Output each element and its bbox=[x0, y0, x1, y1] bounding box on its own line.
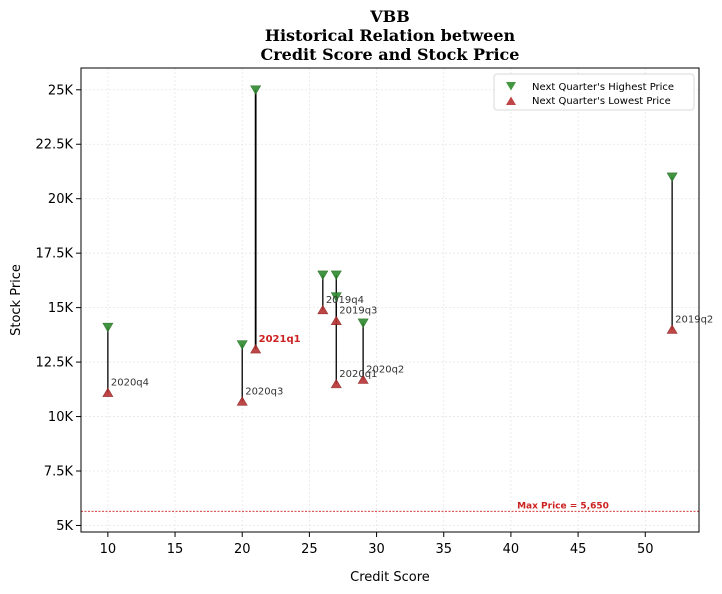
x-tick-label: 45 bbox=[570, 542, 587, 557]
x-axis-ticks: 10 15 20 25 30 35 40 45 50 bbox=[100, 532, 654, 557]
x-tick-label: 35 bbox=[435, 542, 452, 557]
x-tick-label: 15 bbox=[167, 542, 184, 557]
x-tick-label: 40 bbox=[503, 542, 520, 557]
point-label: 2020q1 bbox=[339, 369, 377, 380]
legend-box bbox=[493, 73, 695, 111]
point-label: 2020q2 bbox=[366, 365, 404, 376]
y-tick-label: 7.5K bbox=[44, 465, 74, 480]
point-label: 2019q3 bbox=[339, 306, 377, 317]
x-tick-label: 30 bbox=[368, 542, 385, 557]
x-tick-label: 10 bbox=[100, 542, 117, 557]
chart-title-line: Credit Score and Stock Price bbox=[261, 45, 520, 64]
x-tick-label: 25 bbox=[301, 542, 318, 557]
point-label: 2020q4 bbox=[111, 378, 149, 389]
low-marker bbox=[666, 324, 678, 334]
high-marker bbox=[330, 270, 342, 281]
max-price-line: Max Price = 5,650 bbox=[81, 501, 699, 512]
chart-title-line: Historical Relation between bbox=[265, 26, 516, 45]
low-marker bbox=[236, 396, 248, 406]
high-marker bbox=[102, 322, 114, 333]
high-marker bbox=[357, 318, 369, 328]
high-marker bbox=[317, 270, 329, 281]
low-marker bbox=[330, 378, 342, 389]
low-marker bbox=[102, 387, 114, 397]
low-marker bbox=[357, 374, 369, 384]
y-tick-label: 15K bbox=[48, 301, 74, 316]
y-tick-label: 10K bbox=[48, 410, 74, 425]
legend-label-low: Next Quarter's Lowest Price bbox=[532, 96, 671, 107]
grid bbox=[81, 68, 699, 532]
markers bbox=[102, 85, 678, 406]
y-tick-label: 5K bbox=[56, 519, 73, 534]
low-marker bbox=[330, 315, 342, 325]
point-label: 2020q3 bbox=[245, 386, 283, 397]
y-axis-label: Stock Price bbox=[9, 264, 24, 336]
low-marker bbox=[250, 343, 262, 354]
legend-high-marker bbox=[506, 82, 516, 91]
point-label: 2021q1 bbox=[259, 334, 301, 345]
high-marker bbox=[236, 340, 248, 350]
legend: Next Quarter's Highest Price Next Quarter… bbox=[493, 73, 695, 111]
point-label: 2019q4 bbox=[326, 295, 364, 306]
chart-title-line: VBB bbox=[369, 7, 409, 26]
plot-frame bbox=[80, 67, 700, 533]
point-label: 2019q2 bbox=[675, 314, 713, 325]
y-tick-label: 17.5K bbox=[36, 247, 74, 262]
y-tick-label: 20K bbox=[48, 192, 74, 207]
connectors bbox=[107, 89, 673, 402]
x-axis-label: Credit Score bbox=[350, 570, 430, 585]
legend-label-high: Next Quarter's Highest Price bbox=[532, 82, 674, 93]
y-tick-label: 22.5K bbox=[36, 138, 74, 153]
y-axis-ticks: 5K 7.5K 10K 12.5K 15K 17.5K 20K 22.5K 25K bbox=[36, 83, 81, 534]
low-marker bbox=[317, 304, 329, 315]
max-price-label: Max Price = 5,650 bbox=[517, 501, 609, 511]
legend-low-marker bbox=[506, 96, 516, 105]
high-marker bbox=[250, 85, 262, 95]
y-tick-label: 25K bbox=[48, 83, 74, 98]
y-tick-label: 12.5K bbox=[36, 356, 74, 371]
x-tick-label: 50 bbox=[637, 542, 654, 557]
x-tick-label: 20 bbox=[234, 542, 251, 557]
high-marker bbox=[330, 292, 342, 302]
high-marker bbox=[666, 172, 678, 183]
